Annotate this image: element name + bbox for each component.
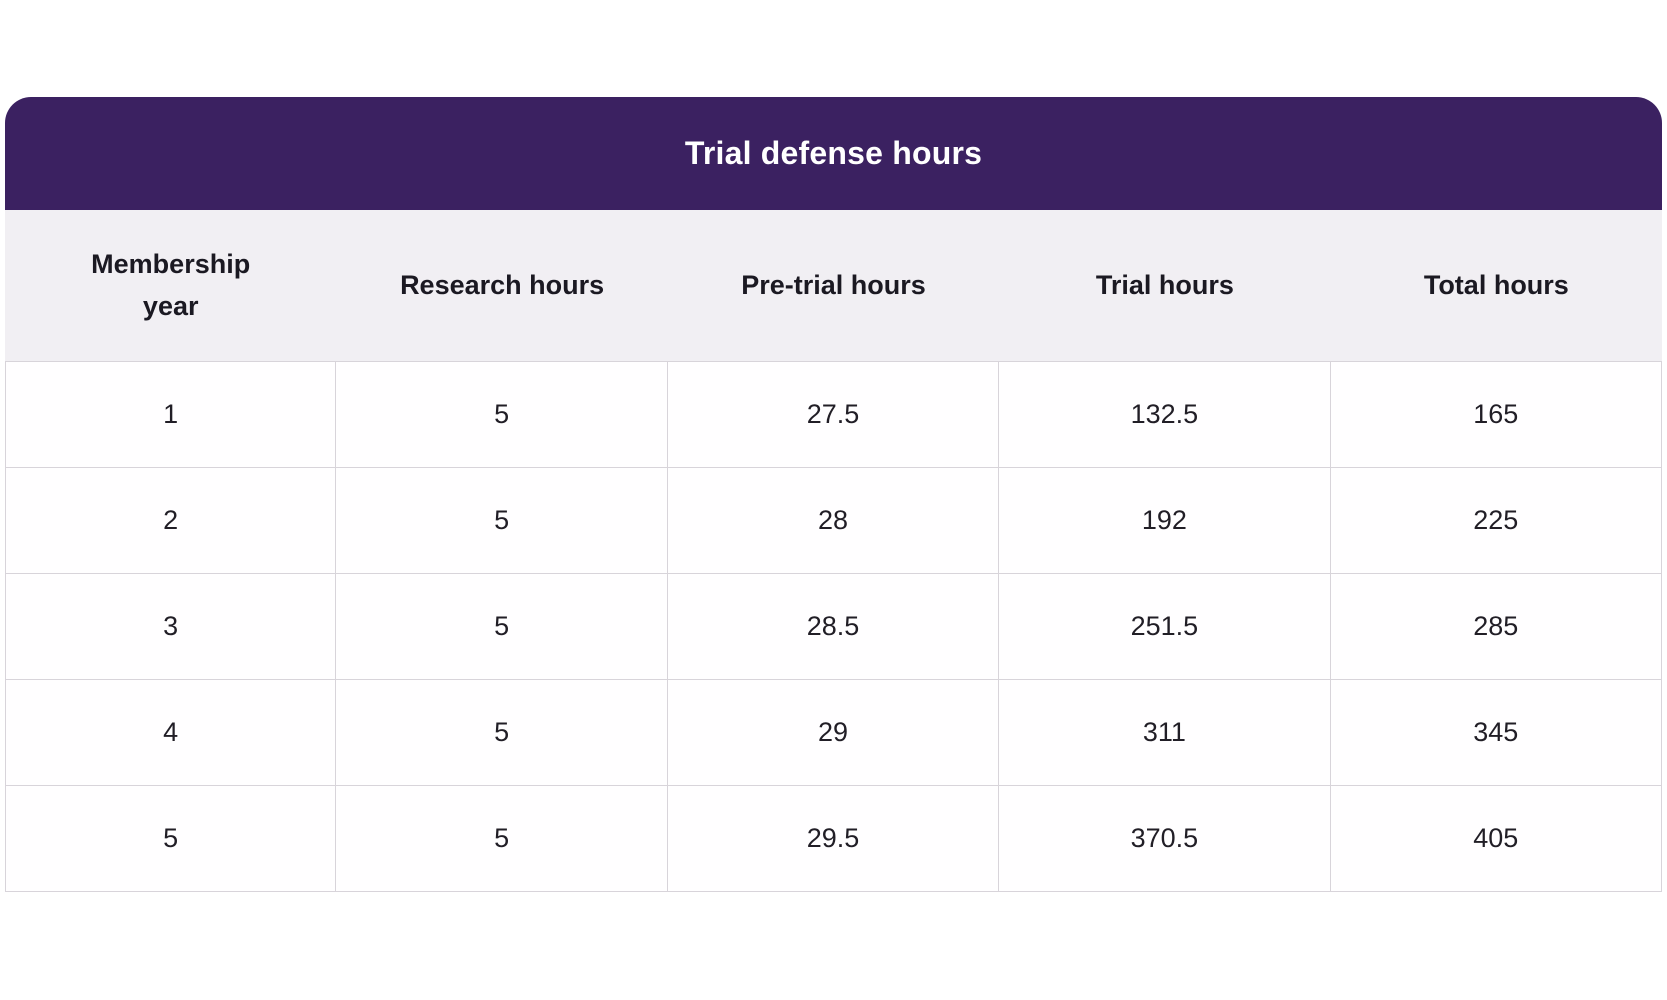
column-header-membership-year: Membership year	[91, 248, 251, 321]
table-cell: 28	[667, 468, 1000, 574]
table-cell: 29	[667, 680, 1000, 786]
table-cell: 165	[1330, 362, 1662, 468]
table-cell: 1	[5, 362, 337, 468]
table-cell: 345	[1330, 680, 1662, 786]
table-cell: 132.5	[999, 362, 1331, 468]
table-body: 1 5 27.5 132.5 165 2 5 28 192 225 3 5 28…	[5, 361, 1662, 892]
table-cell: 4	[5, 680, 337, 786]
table-cell: 29.5	[667, 786, 1000, 892]
table-cell: 311	[999, 680, 1331, 786]
table-cell: 28.5	[667, 574, 1000, 680]
table-cell: 5	[5, 786, 337, 892]
table-title-bar: Trial defense hours	[5, 97, 1662, 210]
trial-defense-hours-table: Trial defense hours Membership year Rese…	[5, 97, 1662, 892]
table-cell: 2	[5, 468, 337, 574]
column-header-total-hours: Total hours	[1423, 269, 1569, 300]
table-cell: 370.5	[999, 786, 1331, 892]
table-cell: 405	[1330, 786, 1662, 892]
table-cell: 27.5	[667, 362, 1000, 468]
table-cell: 3	[5, 574, 337, 680]
table-cell: 5	[336, 680, 668, 786]
table-cell: 5	[336, 786, 668, 892]
table-cell: 192	[999, 468, 1331, 574]
column-header-trial-hours: Trial hours	[1095, 269, 1234, 300]
column-header-pre-trial-hours: Pre-trial hours	[741, 269, 926, 300]
table-cell: 5	[336, 574, 668, 680]
table-cell: 285	[1330, 574, 1662, 680]
table-cell: 225	[1330, 468, 1662, 574]
table-header-row: Membership year Research hours Pre-trial…	[5, 210, 1662, 361]
table-cell: 5	[336, 362, 668, 468]
table-cell: 5	[336, 468, 668, 574]
table-cell: 251.5	[999, 574, 1331, 680]
column-header-research-hours: Research hours	[400, 269, 605, 300]
table-title: Trial defense hours	[684, 135, 983, 171]
